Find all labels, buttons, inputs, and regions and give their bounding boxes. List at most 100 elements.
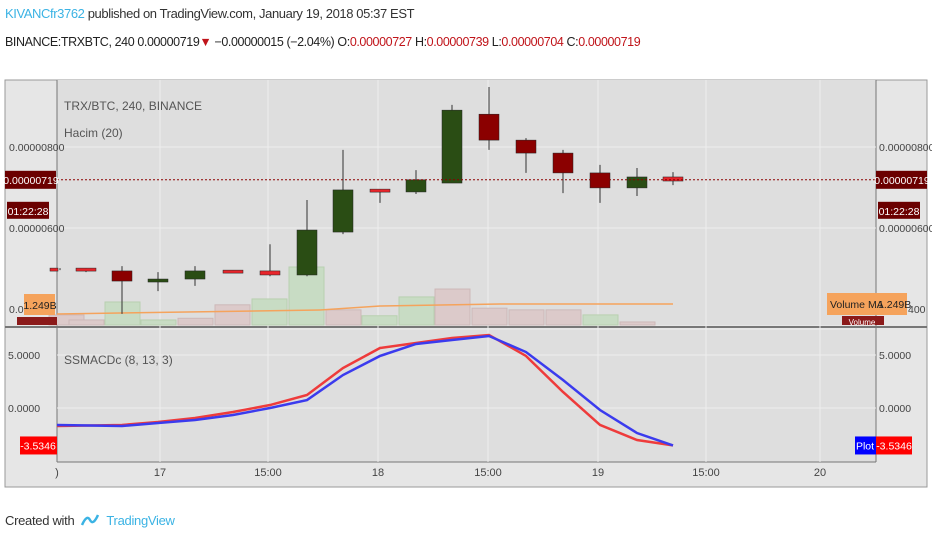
- plot-label-bg: [855, 436, 876, 455]
- tradingview-link[interactable]: TradingView: [106, 512, 175, 528]
- candle: [478, 113, 500, 141]
- candle: [369, 188, 391, 193]
- close-value: 0.00000719: [578, 35, 641, 49]
- indicator-label: Hacim (20): [64, 126, 123, 140]
- footer: Created with TradingView: [5, 512, 175, 528]
- candle: [626, 176, 648, 189]
- volume-bar: [214, 304, 251, 326]
- countdown: 01:22:28: [879, 206, 920, 218]
- publish-info: KIVANCfr3762 published on TradingView.co…: [5, 6, 415, 21]
- high-value: 0.00000739: [426, 35, 489, 49]
- chart-title: TRX/BTC, 240, BINANCE: [64, 99, 202, 113]
- price-label-right-bg: [876, 170, 927, 189]
- created-with: Created with: [5, 512, 75, 528]
- volume-bar: [582, 314, 619, 326]
- indicator-pane: [57, 330, 876, 462]
- volume-bar: [545, 309, 582, 326]
- volume-ma-badge-right: [827, 293, 907, 315]
- macd-tick-left: 5.0000: [8, 350, 40, 362]
- volume-bar: [471, 307, 508, 326]
- price-label-left-bg: [5, 170, 56, 189]
- price-tick-left: 0.00000600: [9, 223, 65, 235]
- macd-series-line: [56, 334, 674, 447]
- volume-ma-value-left: 1.249B: [23, 300, 56, 312]
- author-link[interactable]: KIVANCfr3762: [5, 6, 85, 21]
- down-arrow-icon: ▼: [199, 35, 212, 49]
- close-label: C:: [566, 35, 579, 49]
- volume-tag-right: [842, 316, 884, 325]
- x-tick-label: 15:00: [474, 467, 502, 479]
- macd-series-line: [56, 333, 674, 447]
- symbol: BINANCE:TRXBTC, 240: [5, 35, 135, 49]
- volume-ma-line: [56, 309, 321, 315]
- price-label-right: 0.00000719: [874, 175, 930, 187]
- candle: [296, 229, 318, 276]
- volume-bar: [398, 296, 435, 326]
- x-tick-label: 18: [372, 467, 384, 479]
- volume-bar: [68, 319, 105, 326]
- x-tick-label: 19: [592, 467, 604, 479]
- plot-label: Plot: [856, 440, 874, 452]
- price-pane: [57, 80, 876, 325]
- tradingview-logo-icon: [81, 514, 100, 526]
- volume-bar: [177, 317, 214, 326]
- indicator-title: SSMACDc (8, 13, 3): [64, 353, 173, 367]
- low-value: 0.00000704: [501, 35, 564, 49]
- countdown-bg: [7, 201, 49, 219]
- price-label-left: 0.00000719: [3, 175, 59, 187]
- candle: [259, 270, 281, 276]
- candle: [552, 152, 574, 174]
- macd-tick-left: 0.0000: [8, 403, 40, 415]
- x-tick-label: 17: [154, 467, 166, 479]
- publish-text: published on TradingView.com, January 19…: [84, 6, 415, 21]
- volume-bar: [434, 288, 471, 326]
- volume-bar: [251, 298, 288, 326]
- x-tick-label: ): [55, 467, 59, 479]
- volume-bar: [361, 315, 398, 326]
- candle: [184, 270, 206, 280]
- candle: [111, 270, 133, 282]
- candle: [441, 109, 463, 184]
- volume-ma-value-right: 1.249B: [878, 299, 911, 311]
- macd-last-left: -3.5346: [20, 440, 56, 452]
- macd-tick-right: 0.0000: [879, 403, 911, 415]
- countdown: 01:22:28: [8, 206, 49, 218]
- candle: [147, 278, 169, 283]
- candle: [75, 267, 97, 272]
- volume-bar: [508, 309, 545, 326]
- open-value: 0.00000727: [349, 35, 412, 49]
- candle: [49, 267, 59, 272]
- volume-ma-line: [319, 303, 673, 311]
- price-change: −0.00000015 (−2.04%): [214, 35, 335, 49]
- x-tick-label: 20: [814, 467, 826, 479]
- volume-ma-label: Volume MA: [830, 299, 884, 311]
- chart-area[interactable]: ) 17 15:00 18 15:00 19 15:00 20 0.00000800 0.0000…: [0, 0, 932, 500]
- macd-last-bg-left: [20, 436, 57, 455]
- macd-tick-right: 5.0000: [879, 350, 911, 362]
- price-tick-left: 0.00000800: [9, 142, 65, 154]
- candle: [222, 269, 244, 274]
- last-price: 0.00000719: [137, 35, 200, 49]
- volume-tag: Volume: [849, 318, 876, 327]
- x-tick-label: 15:00: [692, 467, 720, 479]
- candle: [589, 172, 611, 189]
- countdown-bg: [878, 201, 920, 219]
- candle: [405, 179, 427, 193]
- high-label: H:: [414, 35, 427, 49]
- x-tick-label: 15:00: [254, 467, 282, 479]
- volume-ma-badge-left: [24, 294, 55, 315]
- volume-bar: [288, 266, 325, 326]
- candle: [662, 176, 684, 182]
- volume-tick-right: 400: [908, 304, 926, 316]
- volume-bar: [619, 321, 656, 326]
- price-tick-right: 0.00000800: [879, 142, 932, 154]
- candle: [332, 189, 354, 233]
- macd-last-bg-right: [876, 436, 912, 455]
- candle: [515, 139, 537, 154]
- macd-last-right: -3.5346: [876, 440, 912, 452]
- low-label: L:: [491, 35, 502, 49]
- symbol-bar: BINANCE:TRXBTC, 240 0.00000719▼ −0.00000…: [5, 35, 641, 49]
- price-tick-right: 0.00000600: [879, 223, 932, 235]
- open-label: O:: [337, 35, 350, 49]
- volume-bar: [140, 319, 177, 326]
